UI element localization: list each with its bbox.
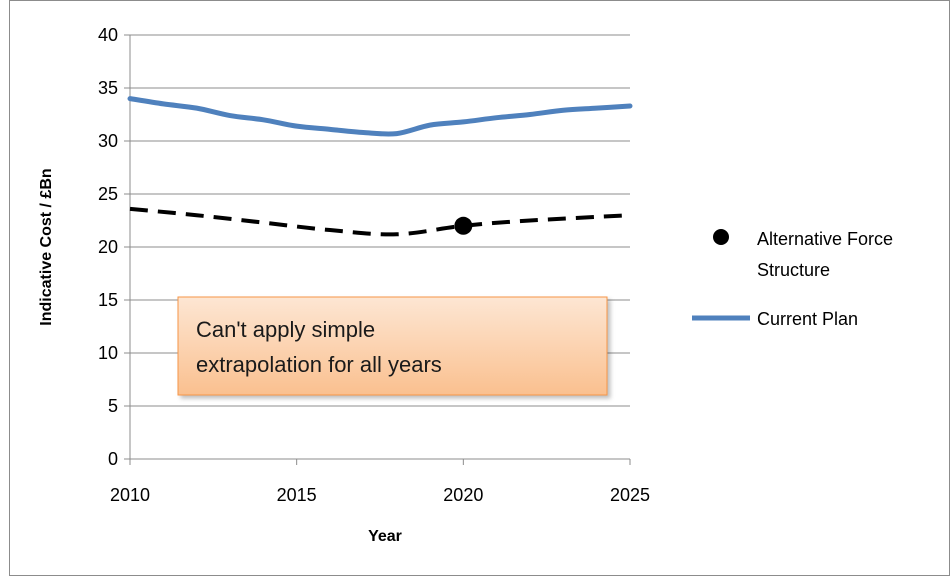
y-tick-label-0: 0 — [108, 449, 118, 469]
y-tick-label-5: 5 — [108, 396, 118, 416]
annotation-line-2: extrapolation for all years — [196, 352, 442, 377]
x-tick-label-2010: 2010 — [110, 485, 150, 505]
annotation-box — [177, 296, 608, 396]
legend-label-alternative-line-1: Alternative Force — [757, 229, 893, 249]
legend-item-current-plan: Current Plan — [692, 309, 858, 329]
x-axis-title: Year — [368, 528, 402, 545]
annotation-line-1: Can't apply simple — [196, 317, 375, 342]
y-tick-label-10: 10 — [98, 343, 118, 363]
x-tick-label-2020: 2020 — [443, 485, 483, 505]
y-tick-label-20: 20 — [98, 237, 118, 257]
data-point-alternative-2020 — [454, 216, 473, 235]
series-line-dashed-estimate — [129, 206, 631, 237]
legend: Alternative Force Structure Current Plan — [692, 229, 893, 329]
x-tick-labels: 2010 2015 2020 2025 — [110, 485, 650, 505]
y-tick-label-15: 15 — [98, 290, 118, 310]
y-tick-label-40: 40 — [98, 25, 118, 45]
y-tick-labels: 0 5 10 15 20 25 30 35 40 — [98, 25, 118, 469]
series-line-current-plan — [127, 96, 633, 137]
legend-label-current-plan: Current Plan — [757, 309, 858, 329]
annotation-callout: Can't apply simple extrapolation for all… — [177, 296, 608, 396]
x-tick-label-2025: 2025 — [610, 485, 650, 505]
legend-marker-alternative — [713, 229, 729, 245]
legend-label-alternative-line-2: Structure — [757, 260, 830, 280]
legend-item-alternative: Alternative Force Structure — [713, 229, 893, 280]
y-axis-title: Indicative Cost / £Bn — [38, 168, 55, 325]
chart-frame — [9, 0, 950, 576]
y-tick-label-25: 25 — [98, 184, 118, 204]
y-tick-label-35: 35 — [98, 78, 118, 98]
series-layer — [127, 96, 633, 237]
x-tick-label-2015: 2015 — [277, 485, 317, 505]
axes — [124, 34, 631, 465]
y-tick-label-30: 30 — [98, 131, 118, 151]
